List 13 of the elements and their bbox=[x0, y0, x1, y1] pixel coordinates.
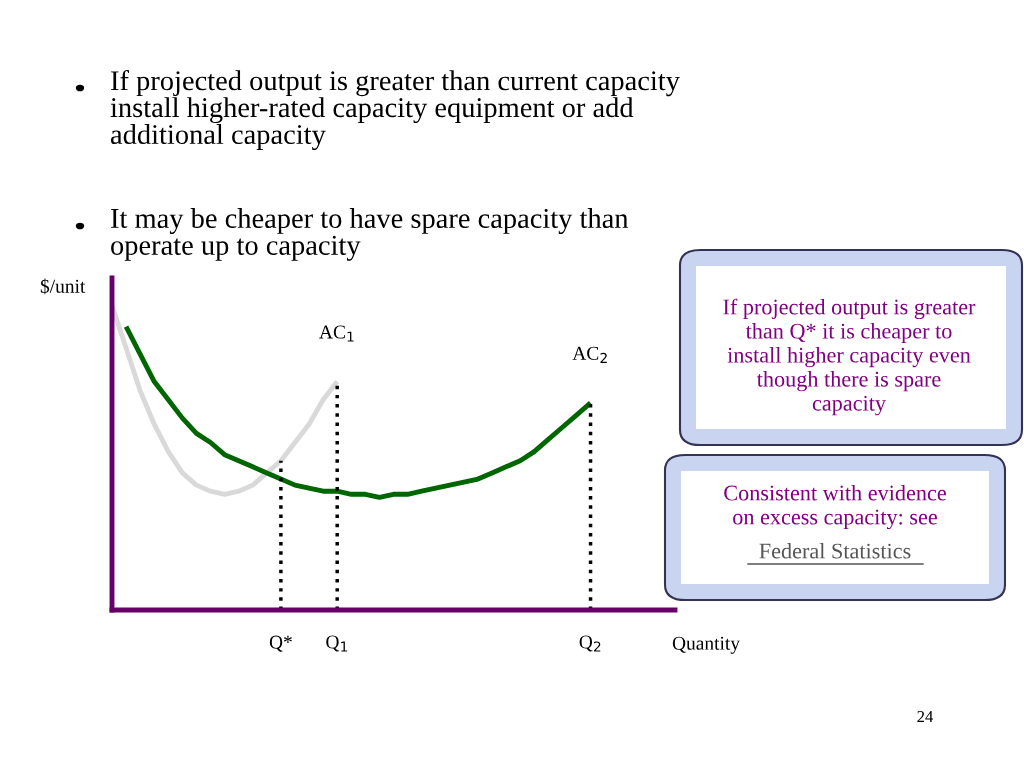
text: AC$_{2}$ bbox=[572, 346, 607, 363]
text: Federal Statistics bbox=[759, 542, 911, 559]
text: It may be cheaper to have spare capacity than operate up to capacity bbox=[111, 208, 629, 261]
text: If projected output is greater than Q* it is cheaper to install higher capacity even though there is spare capacity bbox=[723, 298, 976, 416]
x-tick-label: Q$_{1}$ bbox=[326, 635, 348, 652]
text: 24 bbox=[917, 710, 934, 723]
text: If projected output is greater than current capacity install higher-rated capacity equipment or add additional capacity bbox=[110, 70, 680, 150]
text: AC$_{1}$ bbox=[319, 325, 354, 342]
y-axis-title: $/unit bbox=[40, 278, 86, 295]
x-tick-label: Q* bbox=[269, 635, 292, 652]
text: Consistent with evidence on excess capacity: see bbox=[724, 484, 946, 530]
x-tick-label: Q$_{2}$ bbox=[579, 635, 601, 652]
x-axis-title: Quantity bbox=[672, 636, 740, 654]
